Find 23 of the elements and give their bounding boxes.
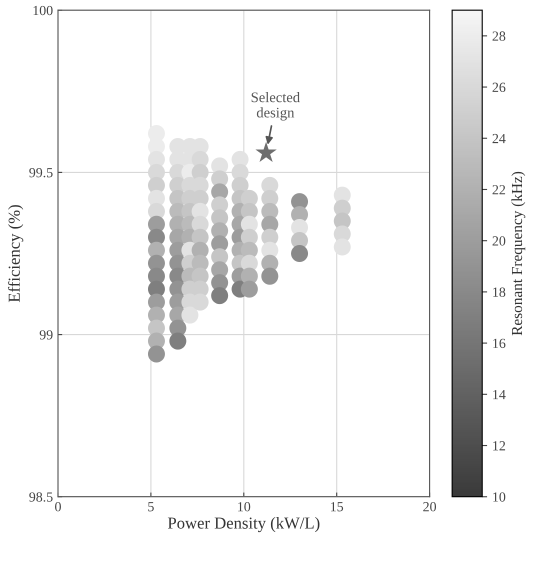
color-bar-label: 24 <box>492 134 506 144</box>
annotation: Selected design <box>252 92 300 121</box>
y-tick-label: 98.5 <box>29 492 53 502</box>
color-bar-label: 26 <box>492 82 506 92</box>
x-axis-title: Power Density (kW/L) <box>168 516 320 532</box>
color-bar-label: 16 <box>493 338 506 348</box>
x-tick-label: 15 <box>330 502 344 512</box>
color-bar-label: 10 <box>493 492 506 502</box>
y-axis-title: Efficiency (%) <box>8 205 24 302</box>
color-bar-label: 12 <box>493 441 506 450</box>
color-bar-label: 18 <box>493 287 506 297</box>
y-tick-label: 99.5 <box>29 168 53 178</box>
color-bar-title: Resonant Frequency (kHz) <box>511 172 526 336</box>
color-bar-label: 20 <box>492 236 506 246</box>
y-tick-label: 99 <box>40 330 53 340</box>
color-bar-label: 14 <box>493 390 506 400</box>
x-tick-label: 10 <box>238 502 250 512</box>
x-tick-label: 0 <box>55 502 61 512</box>
color-bar-label: 22 <box>492 185 506 194</box>
color-bar-label: 28 <box>492 31 506 41</box>
x-tick-label: 20 <box>423 502 436 512</box>
x-tick-label: 5 <box>148 502 154 512</box>
y-tick-label: 100 <box>34 6 53 16</box>
